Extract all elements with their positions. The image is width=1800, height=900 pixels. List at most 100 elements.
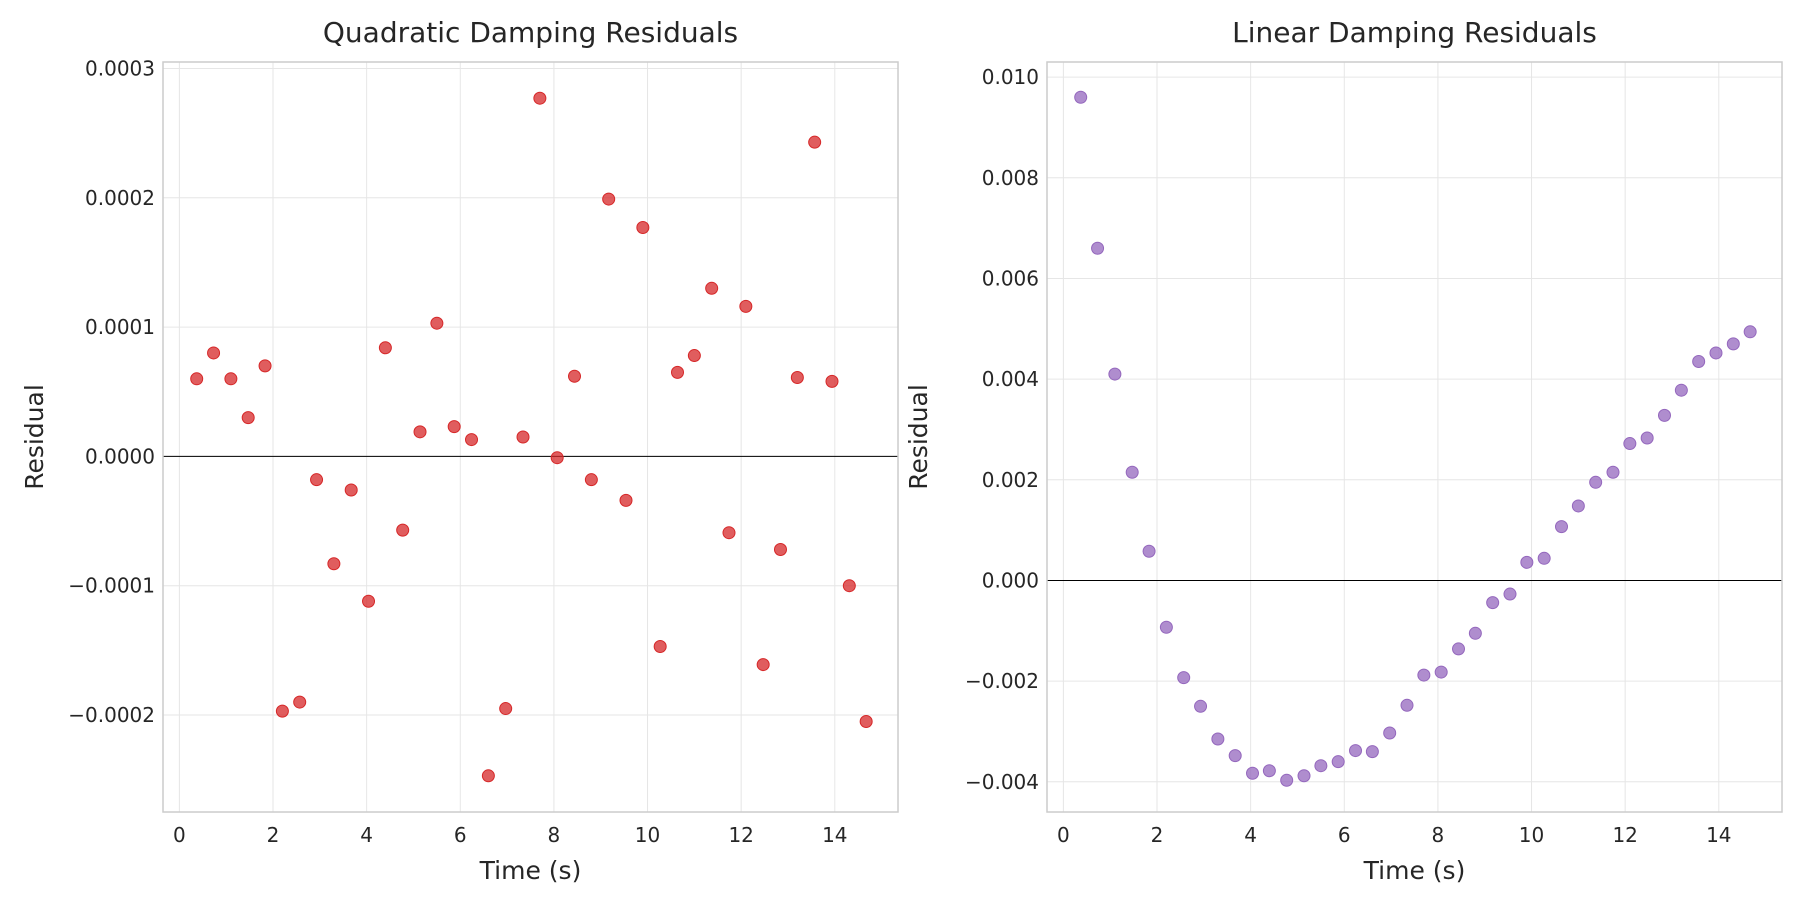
data-point — [1692, 354, 1706, 368]
chart-title: Quadratic Damping Residuals — [323, 16, 738, 49]
data-point — [481, 769, 495, 783]
data-point — [1709, 346, 1723, 360]
data-point — [362, 594, 376, 608]
data-point — [1486, 596, 1500, 610]
data-point — [1125, 465, 1139, 479]
y-axis-label: Residual — [20, 384, 49, 490]
y-tick-label: 0.000 — [982, 568, 1039, 592]
data-point — [1142, 544, 1156, 558]
y-tick-label: 0.002 — [982, 468, 1039, 492]
y-tick-label: −0.0001 — [68, 574, 155, 598]
data-point — [293, 695, 307, 709]
x-tick-label: 14 — [1706, 823, 1731, 847]
x-tick-label: 8 — [1432, 823, 1445, 847]
data-point — [1674, 383, 1688, 397]
data-point — [190, 372, 204, 386]
data-point — [310, 473, 324, 487]
data-point — [1331, 755, 1345, 769]
x-tick-label: 12 — [1612, 823, 1637, 847]
y-tick-label: 0.0001 — [85, 315, 155, 339]
data-point — [859, 714, 873, 728]
x-tick-label: 4 — [1244, 823, 1257, 847]
y-axis-label: Residual — [904, 384, 933, 490]
data-point — [378, 341, 392, 355]
x-tick-label: 10 — [635, 823, 660, 847]
data-point — [722, 526, 736, 540]
data-point — [327, 557, 341, 571]
y-tick-label: −0.002 — [965, 669, 1039, 693]
data-point — [1177, 671, 1191, 685]
data-point — [430, 316, 444, 330]
y-tick-label: 0.0003 — [85, 56, 155, 80]
plot-frame — [1046, 61, 1783, 813]
data-point — [790, 371, 804, 385]
data-point — [1520, 555, 1534, 569]
data-point — [602, 192, 616, 206]
x-tick-label: 12 — [728, 823, 753, 847]
data-point — [413, 425, 427, 439]
data-point — [1537, 551, 1551, 565]
y-tick-label: 0.006 — [982, 266, 1039, 290]
data-point — [533, 91, 547, 105]
y-tick-label: 0.0000 — [85, 444, 155, 468]
data-point — [1349, 744, 1363, 758]
data-point — [499, 702, 513, 716]
data-point — [1726, 337, 1740, 351]
data-point — [465, 433, 479, 447]
data-point — [1571, 499, 1585, 513]
data-point — [1417, 668, 1431, 682]
plot-frame — [162, 61, 899, 813]
data-point — [756, 658, 770, 672]
data-point — [1297, 769, 1311, 783]
data-point — [1743, 325, 1757, 339]
y-tick-label: −0.004 — [965, 770, 1039, 794]
data-point — [687, 349, 701, 363]
data-point — [1589, 475, 1603, 489]
data-point — [636, 221, 650, 235]
data-point — [773, 543, 787, 556]
x-tick-label: 2 — [1151, 823, 1164, 847]
data-point — [275, 704, 289, 718]
data-point — [739, 299, 753, 313]
y-tick-label: 0.010 — [982, 65, 1039, 89]
x-axis-label: Time (s) — [479, 856, 582, 885]
data-point — [1074, 90, 1088, 104]
data-point — [825, 374, 839, 388]
data-point — [258, 359, 272, 373]
data-point — [1211, 732, 1225, 746]
x-tick-label: 0 — [173, 823, 186, 847]
data-point — [1159, 620, 1173, 634]
x-tick-label: 6 — [1338, 823, 1351, 847]
data-point — [241, 411, 255, 425]
data-point — [1452, 642, 1466, 656]
x-tick-label: 10 — [1519, 823, 1544, 847]
data-point — [808, 135, 822, 149]
data-point — [705, 281, 719, 295]
linear-residuals-panel: Linear Damping Residuals Time (s) Residu… — [904, 16, 1783, 885]
y-tick-label: 0.0002 — [85, 186, 155, 210]
x-tick-label: 2 — [267, 823, 280, 847]
data-point — [344, 483, 358, 497]
data-point — [447, 420, 461, 434]
data-point — [1555, 520, 1568, 534]
data-point — [1194, 699, 1208, 713]
data-point — [1503, 587, 1517, 601]
data-point — [1246, 766, 1260, 780]
data-point — [516, 430, 530, 444]
data-point — [207, 346, 221, 360]
x-tick-label: 4 — [360, 823, 373, 847]
data-point — [1091, 241, 1105, 255]
data-point — [1383, 726, 1397, 740]
x-tick-label: 0 — [1057, 823, 1070, 847]
data-point — [1468, 626, 1482, 640]
data-point — [550, 451, 564, 465]
data-point — [1262, 764, 1276, 778]
y-tick-label: −0.0002 — [68, 703, 155, 727]
data-point — [1365, 745, 1379, 759]
chart-title: Linear Damping Residuals — [1232, 16, 1597, 49]
x-tick-label: 14 — [822, 823, 847, 847]
data-point — [224, 372, 238, 386]
x-tick-label: 8 — [548, 823, 561, 847]
y-tick-label: 0.008 — [982, 166, 1039, 190]
